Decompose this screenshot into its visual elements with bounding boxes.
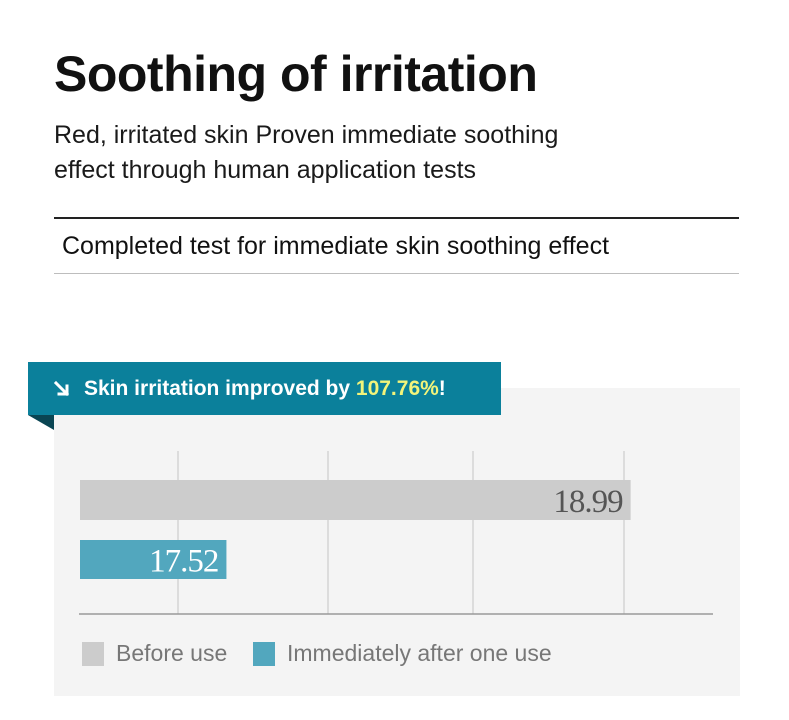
banner-text-prefix: Skin irritation improved by — [84, 376, 356, 400]
banner-text-suffix: ! — [438, 376, 446, 400]
page-title: Soothing of irritation — [54, 46, 538, 102]
bar-after-one-use — [80, 540, 227, 579]
legend-item-before: Before use — [82, 640, 227, 667]
banner-highlight-value: 107.76% — [355, 376, 439, 400]
subtitle: Red, irritated skin Proven immediate soo… — [54, 118, 654, 188]
bar-before-use — [80, 480, 631, 520]
bottom-divider — [54, 273, 739, 274]
legend-label-after: Immediately after one use — [287, 640, 552, 666]
banner-fold — [28, 415, 54, 430]
subtitle-line-1: Red, irritated skin Proven immediate soo… — [54, 121, 559, 149]
section-label: Completed test for immediate skin soothi… — [62, 232, 610, 260]
subtitle-line-2: effect through human application tests — [54, 156, 477, 184]
bar-value-label-before-use: 18.99 — [553, 484, 623, 520]
top-divider — [54, 217, 739, 219]
legend-swatch-after — [253, 641, 275, 666]
result-banner: Skin irritation improved by 107.76%! — [28, 362, 501, 415]
banner-text: Skin irritation improved by 107.76%! — [84, 377, 446, 401]
arrow-down-right-icon — [53, 380, 70, 396]
legend-swatch-before — [82, 641, 104, 666]
bar-value-label-after-one-use: 17.52 — [149, 544, 218, 580]
legend-label-before: Before use — [116, 640, 228, 666]
legend-item-after: Immediately after one use — [253, 640, 552, 667]
